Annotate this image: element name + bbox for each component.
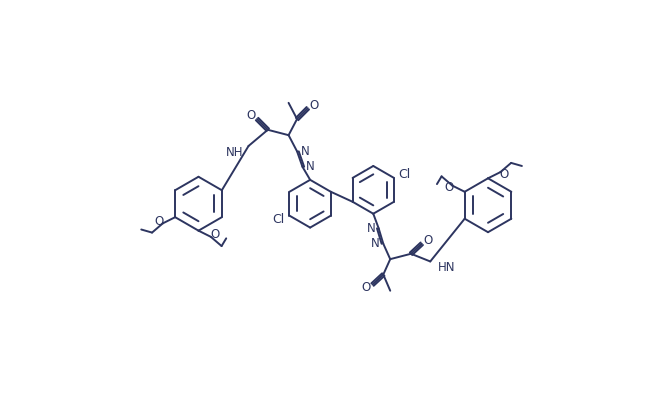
Text: N: N bbox=[367, 222, 375, 235]
Text: N: N bbox=[306, 160, 314, 173]
Text: Cl: Cl bbox=[398, 167, 411, 181]
Text: O: O bbox=[362, 281, 371, 294]
Text: NH: NH bbox=[225, 146, 243, 159]
Text: O: O bbox=[310, 99, 319, 112]
Text: O: O bbox=[499, 168, 509, 181]
Text: O: O bbox=[424, 234, 432, 247]
Text: O: O bbox=[210, 228, 219, 241]
Text: HN: HN bbox=[438, 261, 455, 274]
Text: Cl: Cl bbox=[272, 213, 285, 226]
Text: N: N bbox=[300, 145, 309, 158]
Text: O: O bbox=[154, 214, 164, 228]
Text: O: O bbox=[444, 181, 453, 194]
Text: N: N bbox=[371, 237, 380, 250]
Text: O: O bbox=[246, 109, 255, 122]
